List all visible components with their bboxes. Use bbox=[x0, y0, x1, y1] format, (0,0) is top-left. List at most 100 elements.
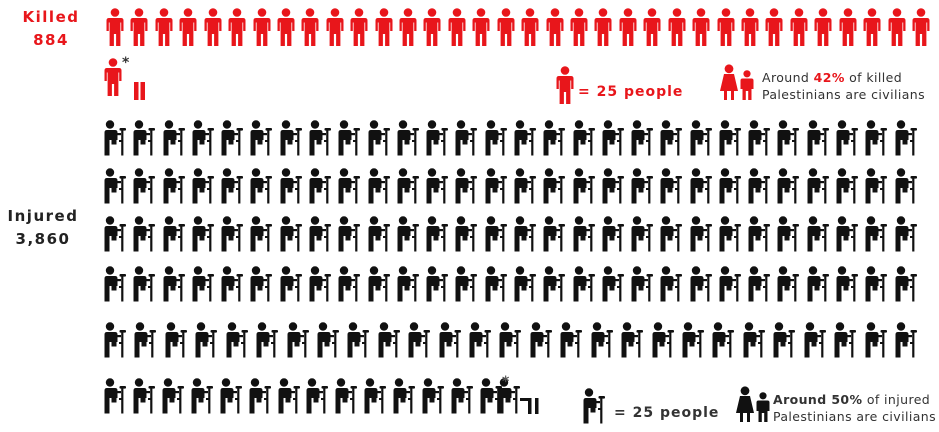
person-icon bbox=[814, 8, 832, 46]
person-icon bbox=[912, 8, 930, 46]
person-on-crutches-icon bbox=[747, 266, 771, 302]
person-on-crutches-icon bbox=[425, 266, 449, 302]
person-on-crutches-icon bbox=[711, 322, 735, 358]
person-on-crutches-icon bbox=[277, 378, 301, 414]
person-on-crutches-icon bbox=[103, 266, 127, 302]
person-on-crutches-icon bbox=[279, 266, 303, 302]
person-on-crutches-icon bbox=[659, 216, 683, 252]
person-icon bbox=[556, 66, 574, 108]
person-icon bbox=[301, 8, 319, 46]
person-icon bbox=[521, 8, 539, 46]
person-on-crutches-icon bbox=[718, 120, 742, 156]
family-icon bbox=[736, 386, 772, 426]
person-on-crutches-icon bbox=[219, 378, 243, 414]
person-on-crutches-icon bbox=[742, 322, 766, 358]
person-icon bbox=[692, 8, 710, 46]
person-icon bbox=[448, 8, 466, 46]
killed-icon-row bbox=[106, 8, 930, 46]
person-on-crutches-icon bbox=[346, 322, 370, 358]
person-on-crutches-icon bbox=[484, 120, 508, 156]
person-icon bbox=[863, 8, 881, 46]
person-on-crutches-icon bbox=[572, 266, 596, 302]
injured-icon-row-6 bbox=[103, 378, 503, 414]
person-on-crutches-icon bbox=[651, 322, 675, 358]
person-on-crutches-icon bbox=[601, 266, 625, 302]
person-on-crutches-icon bbox=[542, 266, 566, 302]
person-on-crutches-icon bbox=[772, 322, 796, 358]
person-on-crutches-icon bbox=[164, 322, 188, 358]
killed-asterisk: * bbox=[122, 55, 130, 71]
person-on-crutches-icon bbox=[806, 266, 830, 302]
person-on-crutches-icon bbox=[689, 168, 713, 204]
person-on-crutches-icon bbox=[659, 120, 683, 156]
person-on-crutches-icon bbox=[255, 322, 279, 358]
person-on-crutches-icon bbox=[803, 322, 827, 358]
person-on-crutches-icon bbox=[630, 168, 654, 204]
person-icon bbox=[839, 8, 857, 46]
person-on-crutches-icon bbox=[835, 120, 859, 156]
person-on-crutches-icon bbox=[249, 216, 273, 252]
person-on-crutches-icon bbox=[572, 168, 596, 204]
person-on-crutches-icon bbox=[396, 216, 420, 252]
person-on-crutches-icon bbox=[305, 378, 329, 414]
person-on-crutches-icon bbox=[425, 168, 449, 204]
person-icon bbox=[179, 8, 197, 46]
person-on-crutches-icon bbox=[620, 322, 644, 358]
person-icon bbox=[350, 8, 368, 46]
killed-title: Killed bbox=[22, 8, 80, 26]
person-on-crutches-icon bbox=[363, 378, 387, 414]
person-on-crutches-icon bbox=[103, 378, 127, 414]
person-on-crutches-icon bbox=[513, 120, 537, 156]
person-on-crutches-icon bbox=[308, 216, 332, 252]
person-on-crutches-icon bbox=[337, 120, 361, 156]
injured-icon-row-2 bbox=[103, 168, 918, 204]
person-on-crutches-icon bbox=[392, 378, 416, 414]
person-on-crutches-icon bbox=[864, 266, 888, 302]
person-on-crutches-icon bbox=[572, 216, 596, 252]
person-on-crutches-icon bbox=[316, 322, 340, 358]
person-icon bbox=[399, 8, 417, 46]
person-on-crutches-icon bbox=[894, 120, 918, 156]
injured-civilian-note: Around 50% of injured Palestinians are c… bbox=[773, 391, 936, 425]
person-on-crutches-icon bbox=[806, 168, 830, 204]
person-on-crutches-icon bbox=[132, 378, 156, 414]
person-on-crutches-icon bbox=[513, 216, 537, 252]
injured-legend-text: = 25 people bbox=[614, 405, 720, 421]
person-on-crutches-icon bbox=[835, 266, 859, 302]
injured-note-suffix: of injured bbox=[866, 392, 931, 407]
person-on-crutches-icon bbox=[132, 168, 156, 204]
person-on-crutches-icon bbox=[559, 322, 583, 358]
person-on-crutches-icon bbox=[162, 120, 186, 156]
person-icon bbox=[619, 8, 637, 46]
person-on-crutches-icon bbox=[776, 266, 800, 302]
person-on-crutches-icon bbox=[659, 266, 683, 302]
person-on-crutches-icon bbox=[132, 266, 156, 302]
person-on-crutches-icon bbox=[367, 266, 391, 302]
person-on-crutches-icon bbox=[367, 168, 391, 204]
person-icon bbox=[104, 58, 122, 100]
person-on-crutches-icon bbox=[590, 322, 614, 358]
person-icon bbox=[326, 8, 344, 46]
person-on-crutches-icon bbox=[630, 120, 654, 156]
person-on-crutches-icon bbox=[601, 120, 625, 156]
killed-note-line2: Palestinians are civilians bbox=[762, 87, 925, 102]
person-icon bbox=[228, 8, 246, 46]
person-on-crutches-icon bbox=[132, 120, 156, 156]
person-on-crutches-icon bbox=[279, 216, 303, 252]
person-on-crutches-icon bbox=[308, 266, 332, 302]
person-on-crutches-icon bbox=[806, 120, 830, 156]
person-on-crutches-icon bbox=[191, 216, 215, 252]
person-on-crutches-icon bbox=[454, 216, 478, 252]
killed-legend-text: = 25 people bbox=[578, 84, 684, 100]
person-on-crutches-icon bbox=[529, 322, 553, 358]
person-on-crutches-icon bbox=[191, 120, 215, 156]
person-on-crutches-icon bbox=[776, 168, 800, 204]
person-on-crutches-icon bbox=[425, 120, 449, 156]
killed-note-suffix: of killed bbox=[849, 70, 903, 85]
person-on-crutches-icon bbox=[337, 168, 361, 204]
killed-note-prefix: Around bbox=[762, 70, 810, 85]
partial-person-icon bbox=[134, 82, 146, 104]
injured-count: 3,860 bbox=[15, 230, 71, 248]
killed-note-percent: 42% bbox=[813, 70, 845, 85]
person-icon bbox=[106, 8, 124, 46]
